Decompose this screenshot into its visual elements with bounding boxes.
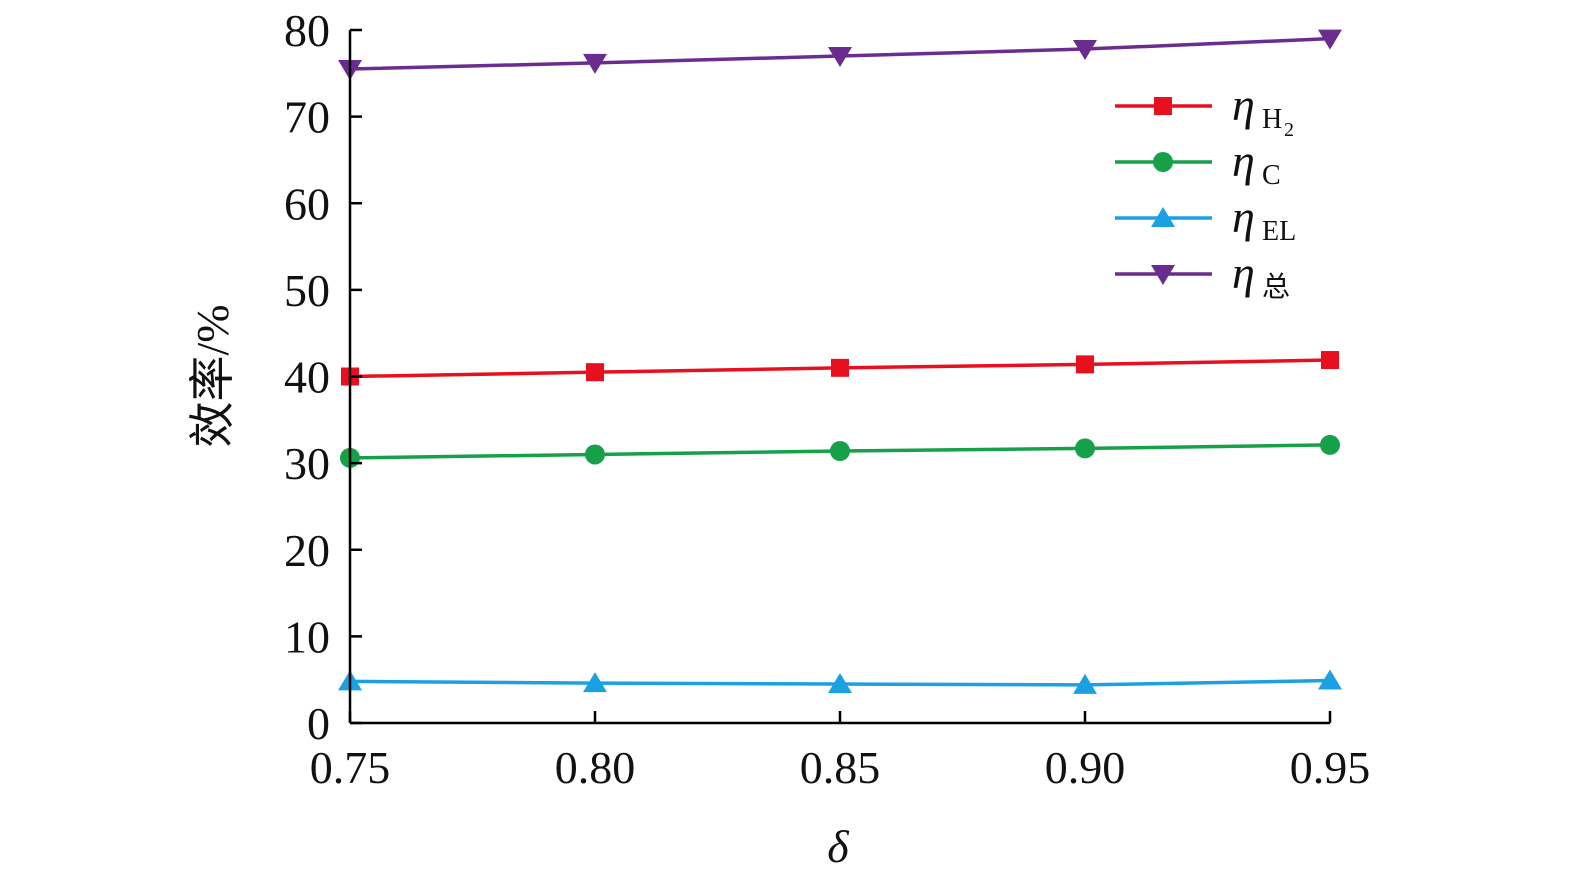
legend-marker bbox=[1151, 265, 1175, 285]
data-point-el bbox=[583, 672, 607, 693]
data-point-h2 bbox=[1076, 355, 1094, 374]
data-point-el bbox=[1318, 669, 1342, 690]
series-el bbox=[338, 669, 1342, 694]
data-point-total bbox=[583, 53, 607, 74]
data-point-total bbox=[1073, 40, 1097, 61]
x-tick-label: 0.85 bbox=[800, 742, 881, 793]
legend: η H 2η Cη ELη 总 bbox=[1115, 79, 1296, 303]
data-point-c bbox=[1320, 434, 1340, 455]
plot-area bbox=[338, 29, 1342, 694]
legend-marker bbox=[1153, 152, 1173, 172]
y-tick-label: 40 bbox=[284, 352, 330, 403]
legend-item-el: η EL bbox=[1115, 191, 1296, 247]
y-tick-label: 10 bbox=[284, 611, 330, 662]
legend-symbol: η bbox=[1232, 135, 1255, 186]
legend-subscript: EL bbox=[1262, 216, 1296, 247]
legend-subscript: H bbox=[1262, 104, 1282, 135]
y-axis-title: 效率/% bbox=[187, 304, 238, 447]
y-tick-label: 30 bbox=[284, 438, 330, 489]
legend-symbol: η bbox=[1232, 247, 1255, 298]
x-ticks: 0.75 0.80 0.85 0.90 0.95 bbox=[310, 711, 1371, 793]
data-point-h2 bbox=[586, 363, 604, 382]
data-point-h2 bbox=[1321, 351, 1339, 370]
data-point-c bbox=[830, 440, 850, 461]
y-ticks: 0 10 20 30 40 50 60 70 80 bbox=[284, 5, 362, 749]
data-point-h2 bbox=[831, 358, 849, 377]
data-point-c bbox=[585, 444, 605, 465]
data-point-total bbox=[828, 46, 852, 67]
legend-symbol: η bbox=[1232, 79, 1255, 130]
y-tick-label: 80 bbox=[284, 5, 330, 56]
legend-subscript: 总 bbox=[1262, 271, 1290, 303]
y-tick-label: 60 bbox=[284, 178, 330, 229]
y-tick-label: 70 bbox=[284, 92, 330, 143]
legend-subscript-2: 2 bbox=[1284, 119, 1294, 141]
x-tick-label: 0.95 bbox=[1290, 742, 1371, 793]
data-point-el bbox=[1073, 673, 1097, 694]
legend-subscript: C bbox=[1262, 160, 1281, 191]
series-c bbox=[340, 434, 1340, 468]
y-tick-label: 20 bbox=[284, 525, 330, 576]
x-tick-label: 0.80 bbox=[555, 742, 636, 793]
y-tick-label: 0 bbox=[307, 698, 330, 749]
legend-marker bbox=[1154, 97, 1172, 115]
data-point-c bbox=[1075, 438, 1095, 459]
legend-marker bbox=[1151, 207, 1175, 227]
series-total bbox=[338, 29, 1342, 80]
x-axis-title: δ bbox=[827, 821, 849, 872]
data-point-el bbox=[828, 673, 852, 694]
legend-symbol: η bbox=[1232, 191, 1255, 242]
x-tick-label: 0.90 bbox=[1045, 742, 1126, 793]
series-h2 bbox=[341, 351, 1339, 386]
y-tick-label: 50 bbox=[284, 265, 330, 316]
data-point-total bbox=[1318, 29, 1342, 50]
x-tick-label: 0.75 bbox=[310, 742, 391, 793]
